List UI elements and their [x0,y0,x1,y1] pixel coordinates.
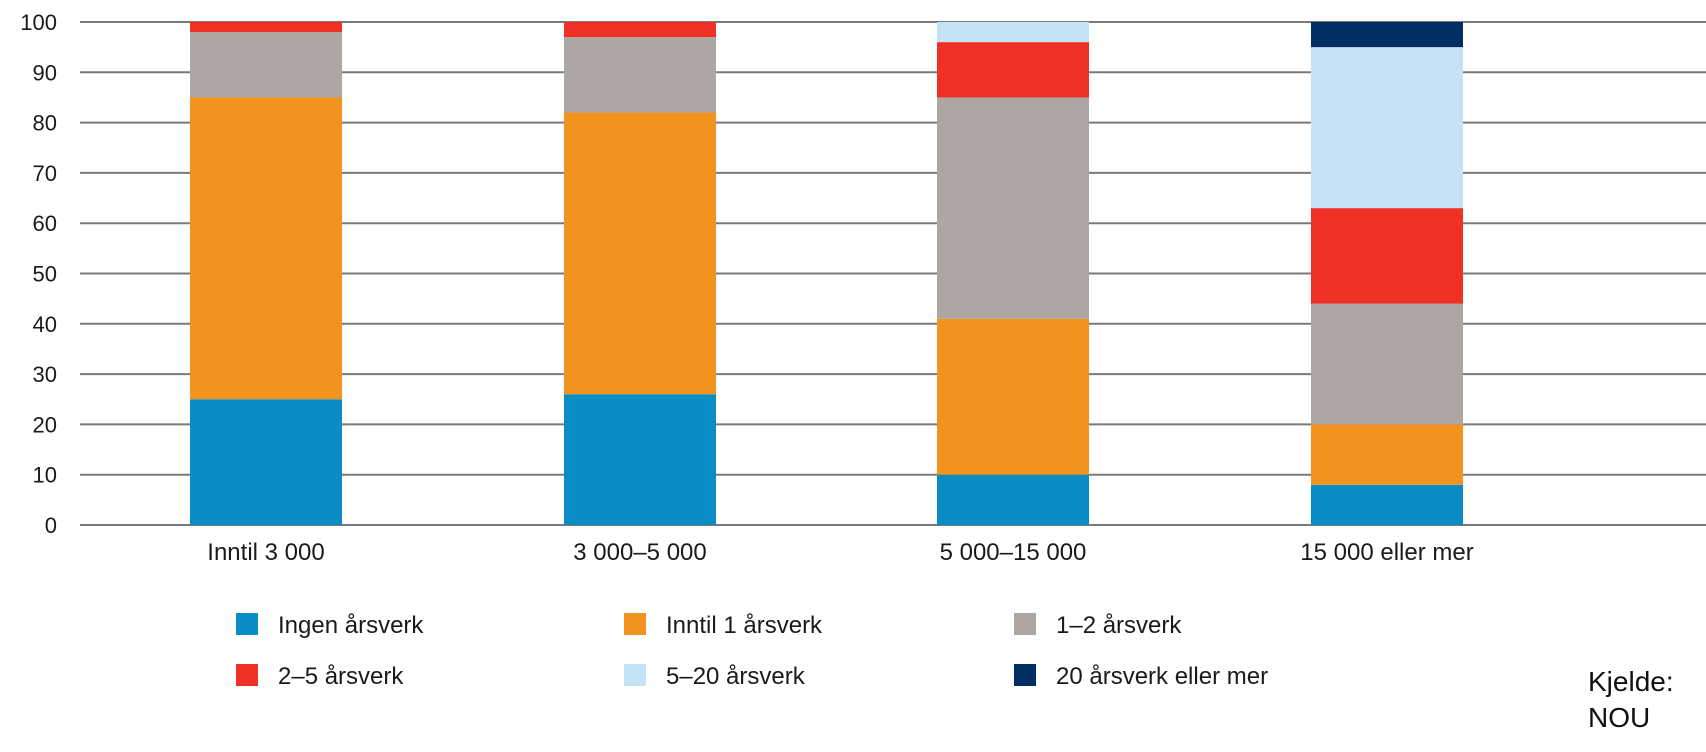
x-axis-labels: Inntil 3 000 3 000–5 000 5 000–15 000 15 00… [207,539,1473,566]
bar-segment-3 [937,97,1089,319]
y-tick-label: 60 [33,211,57,236]
y-tick-label: 20 [33,412,57,437]
bar-segment-3 [190,32,342,98]
y-tick-label: 90 [33,60,57,85]
bar-segment-1 [937,474,1089,525]
legend-label: 20 årsverk eller mer [1056,663,1268,690]
bar-segment-2 [937,318,1089,475]
x-category-label: 3 000–5 000 [573,539,706,566]
bar-segment-1 [564,394,716,525]
y-tick-label: 70 [33,161,57,186]
bar-segment-2 [564,112,716,395]
legend-swatch [624,613,646,635]
bars [190,22,1463,525]
legend-label: 2–5 årsverk [278,663,404,690]
x-category-label: 5 000–15 000 [940,539,1087,566]
bar-segment-1 [1311,484,1463,525]
y-tick-label: 10 [33,463,57,488]
y-tick-label: 50 [33,262,57,287]
legend-label: 1–2 årsverk [1056,612,1182,639]
legend-swatch [236,613,258,635]
bar-segment-5 [1311,47,1463,209]
bar-segment-4 [190,22,342,33]
legend-label: Inntil 1 årsverk [666,612,823,639]
legend-label: 5–20 årsverk [666,663,806,690]
bar-segment-1 [190,399,342,525]
legend-swatch [1014,664,1036,686]
bar-segment-3 [564,37,716,113]
legend-swatch [236,664,258,686]
legend-label: Ingen årsverk [278,612,424,639]
y-tick-label: 80 [33,111,57,136]
legend-swatch [624,664,646,686]
source-note: Kjelde: NOU [1588,666,1674,733]
bar-segment-4 [564,22,716,38]
bar-segment-2 [190,97,342,400]
y-tick-label: 30 [33,362,57,387]
x-category-label: Inntil 3 000 [207,539,324,566]
x-category-label: 15 000 eller mer [1300,539,1473,566]
bar-segment-3 [1311,303,1463,425]
bar-segment-5 [937,22,1089,43]
legend: Ingen årsverk Inntil 1 årsverk 1–2 årsverk… [236,612,1268,690]
y-tick-label: 0 [45,513,57,538]
bar-segment-4 [1311,208,1463,304]
y-axis-ticks: 0 10 20 30 40 50 60 70 80 90 100 [20,10,57,538]
bar-segment-2 [1311,424,1463,485]
y-tick-label: 100 [20,10,57,35]
legend-swatch [1014,613,1036,635]
bar-segment-4 [937,42,1089,98]
bar-segment-6 [1311,22,1463,48]
y-tick-label: 40 [33,312,57,337]
